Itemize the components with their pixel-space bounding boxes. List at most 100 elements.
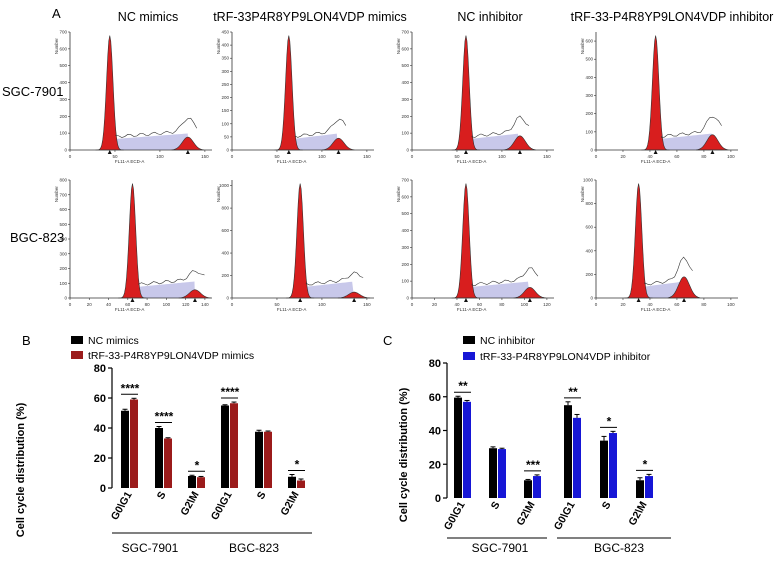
- x-tick-label: 100: [498, 154, 506, 159]
- x-tick-label: 20: [620, 302, 626, 307]
- x-tick-label: 100: [318, 154, 326, 159]
- y-tick-label: 80: [94, 363, 106, 375]
- bar: [454, 397, 462, 498]
- histogram-4: 0 100 200 300 400 500 600 700 800 0 20 40 60 80 100 120…: [54, 178, 212, 312]
- y-tick-label: 400: [59, 237, 67, 242]
- bar: [573, 417, 581, 498]
- x-tick-label: 20: [87, 302, 93, 307]
- y-tick-label: 800: [221, 206, 229, 211]
- column-title-nc-inhibitor: NC inhibitor: [457, 10, 523, 24]
- x-tick-label: 0: [231, 154, 234, 159]
- panel-label-b: B: [22, 333, 31, 348]
- peak-marker: [352, 298, 357, 302]
- significance-label: **: [458, 379, 468, 393]
- significance-label: ****: [221, 385, 240, 399]
- y-tick-label: 200: [585, 111, 593, 116]
- bar: [188, 476, 196, 488]
- y-tick-label: 1000: [583, 178, 594, 183]
- y-tick-label: 300: [585, 93, 593, 98]
- y-tick-label: 600: [401, 46, 409, 51]
- y-tick-label: 300: [401, 245, 409, 250]
- y-tick-label: 80: [429, 358, 441, 370]
- y-tick-label: 500: [401, 211, 409, 216]
- category-label: S: [489, 500, 503, 512]
- y-tick-label: 100: [401, 131, 409, 136]
- y-tick-label: 20: [429, 459, 441, 471]
- y-axis-label-b: Cell cycle distribution (%): [15, 402, 27, 537]
- bar-chart-mimics: NC mimics tRF-33-P4R8YP9LON4VDP mimics C…: [15, 335, 312, 555]
- histogram-0: 0 100 200 300 400 500 600 700 0 50 100 150 FL11-A EC…: [54, 30, 212, 164]
- peak-marker: [527, 298, 532, 302]
- y-tick-label: 300: [401, 97, 409, 102]
- x-tick-label: 150: [363, 302, 371, 307]
- legend-label-trf-inhibitor: tRF-33-P4R8YP9LON4VDP inhibitor: [480, 351, 651, 363]
- x-tick-label: 50: [274, 154, 280, 159]
- bar: [197, 477, 205, 488]
- g1-peak: [285, 183, 315, 299]
- x-tick-label: 100: [521, 302, 529, 307]
- y-tick-label: 400: [585, 248, 593, 253]
- y-tick-label: 0: [406, 148, 409, 153]
- y-tick-label: 0: [100, 483, 106, 495]
- bar: [463, 401, 471, 498]
- y-tick-label: 200: [221, 95, 229, 100]
- s-phase-region: [136, 281, 195, 298]
- x-tick-label: 100: [156, 154, 164, 159]
- x-tick-label: 20: [432, 302, 438, 307]
- y-tick-label: 300: [59, 251, 67, 256]
- y-tick-label: 40: [94, 423, 106, 435]
- y-tick-label: 200: [401, 262, 409, 267]
- bar: [564, 405, 572, 498]
- y-tick-label: 700: [401, 178, 409, 183]
- x-tick-label: 80: [145, 302, 151, 307]
- significance-label: **: [568, 385, 578, 399]
- significance-label: *: [607, 414, 612, 428]
- g2-peak: [503, 135, 536, 151]
- peak-marker: [517, 150, 522, 154]
- bar: [155, 428, 163, 488]
- x-tick-label: 40: [647, 154, 653, 159]
- y-tick-label: 0: [64, 296, 67, 301]
- legend-swatch: [71, 336, 83, 344]
- y-tick-label: 350: [221, 56, 229, 61]
- x-tick-label: 150: [363, 154, 371, 159]
- y-tick-label: 250: [221, 82, 229, 87]
- category-label: G2\M: [626, 499, 649, 527]
- bar: [645, 476, 653, 498]
- y-tick-label: 800: [59, 178, 67, 183]
- category-label: G0\G1: [209, 489, 235, 522]
- fit-curve: [305, 271, 364, 286]
- row-label-bgc-823: BGC-823: [10, 230, 65, 245]
- g1-peak: [118, 183, 147, 299]
- y-tick-label: 500: [59, 222, 67, 227]
- s-phase-region: [469, 281, 530, 298]
- legend-label-trf-mimics: tRF-33-P4R8YP9LON4VDP mimics: [88, 350, 254, 362]
- y-tick-label: 40: [429, 426, 441, 438]
- y-tick-label: 0: [226, 148, 229, 153]
- fit-curve: [294, 118, 347, 138]
- x-axis-label: FL11-A ECD-A: [457, 159, 486, 164]
- peak-marker: [682, 298, 687, 302]
- y-tick-label: 600: [59, 46, 67, 51]
- y-tick-label: 200: [221, 273, 229, 278]
- bar-chart-inhibitors: NC inhibitor tRF-33-P4R8YP9LON4VDP inhib…: [398, 335, 671, 555]
- x-axis-label: FL11-A ECD-A: [115, 307, 144, 312]
- legend-label-nc-inhibitor: NC inhibitor: [480, 335, 535, 347]
- y-axis-label: Number: [396, 38, 401, 55]
- category-label: G2\M: [178, 489, 201, 517]
- x-tick-label: 40: [454, 302, 460, 307]
- y-tick-label: 500: [585, 57, 593, 62]
- significance-label: ****: [155, 410, 174, 424]
- peak-marker: [636, 298, 641, 302]
- g1-peak: [95, 35, 124, 151]
- x-tick-label: 0: [69, 302, 72, 307]
- g1-peak: [624, 183, 653, 299]
- y-tick-label: 600: [59, 207, 67, 212]
- y-tick-label: 0: [590, 296, 593, 301]
- g2-peak: [667, 276, 701, 299]
- histogram-1: 0 50 100 150 200 250 300 350 400 450 0 50 100 150 FL11…: [216, 30, 374, 164]
- g1-peak: [451, 183, 480, 299]
- y-tick-label: 200: [59, 266, 67, 271]
- x-axis-label: FL11-A ECD-A: [115, 159, 144, 164]
- peak-marker: [710, 150, 715, 154]
